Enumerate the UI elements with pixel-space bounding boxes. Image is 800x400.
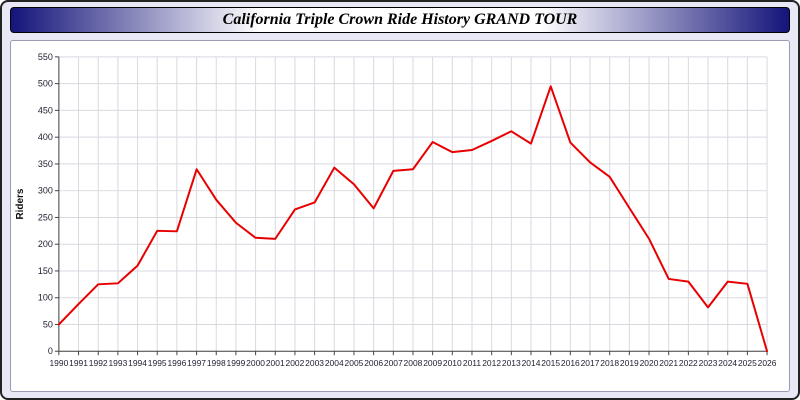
svg-text:200: 200 — [38, 239, 53, 249]
svg-text:100: 100 — [38, 293, 53, 303]
svg-text:1999: 1999 — [227, 358, 246, 368]
svg-text:2003: 2003 — [305, 358, 324, 368]
svg-text:250: 250 — [38, 212, 53, 222]
svg-text:2011: 2011 — [463, 358, 482, 368]
svg-text:550: 550 — [38, 52, 53, 62]
svg-text:2002: 2002 — [286, 358, 305, 368]
svg-text:2005: 2005 — [345, 358, 364, 368]
svg-text:2023: 2023 — [699, 358, 718, 368]
svg-text:500: 500 — [38, 79, 53, 89]
svg-text:2009: 2009 — [423, 358, 442, 368]
svg-text:2007: 2007 — [384, 358, 403, 368]
svg-text:2016: 2016 — [561, 358, 580, 368]
svg-text:1997: 1997 — [187, 358, 206, 368]
svg-text:2013: 2013 — [502, 358, 521, 368]
svg-text:2012: 2012 — [482, 358, 501, 368]
svg-text:Riders: Riders — [15, 188, 26, 219]
svg-text:1996: 1996 — [167, 358, 186, 368]
svg-text:2021: 2021 — [659, 358, 678, 368]
svg-text:2017: 2017 — [581, 358, 600, 368]
chart-panel: 0 50 100 150 200 250 300 350 400 450 500 550 1990 199… — [10, 40, 790, 392]
svg-text:2014: 2014 — [522, 358, 541, 368]
svg-text:2024: 2024 — [718, 358, 737, 368]
svg-text:2004: 2004 — [325, 358, 344, 368]
svg-text:2020: 2020 — [640, 358, 659, 368]
svg-text:2025: 2025 — [738, 358, 757, 368]
svg-text:450: 450 — [38, 105, 53, 115]
svg-text:1991: 1991 — [69, 358, 88, 368]
svg-text:1998: 1998 — [207, 358, 226, 368]
svg-text:2015: 2015 — [541, 358, 560, 368]
svg-text:1990: 1990 — [49, 358, 68, 368]
svg-text:1995: 1995 — [148, 358, 167, 368]
svg-text:1993: 1993 — [108, 358, 127, 368]
chart-title: California Triple Crown Ride History GRA… — [222, 11, 578, 28]
svg-text:1992: 1992 — [89, 358, 108, 368]
svg-text:2019: 2019 — [620, 358, 639, 368]
svg-text:2008: 2008 — [404, 358, 423, 368]
svg-text:350: 350 — [38, 159, 53, 169]
svg-text:2000: 2000 — [246, 358, 265, 368]
svg-text:400: 400 — [38, 132, 53, 142]
svg-text:1994: 1994 — [128, 358, 147, 368]
svg-text:2022: 2022 — [679, 358, 698, 368]
svg-text:2018: 2018 — [600, 358, 619, 368]
title-bar: California Triple Crown Ride History GRA… — [10, 7, 790, 33]
svg-text:2006: 2006 — [364, 358, 383, 368]
svg-text:0: 0 — [48, 346, 53, 356]
svg-text:2001: 2001 — [266, 358, 285, 368]
svg-text:2026: 2026 — [758, 358, 777, 368]
svg-text:2010: 2010 — [443, 358, 462, 368]
svg-text:150: 150 — [38, 266, 53, 276]
svg-text:50: 50 — [43, 319, 53, 329]
svg-text:300: 300 — [38, 186, 53, 196]
